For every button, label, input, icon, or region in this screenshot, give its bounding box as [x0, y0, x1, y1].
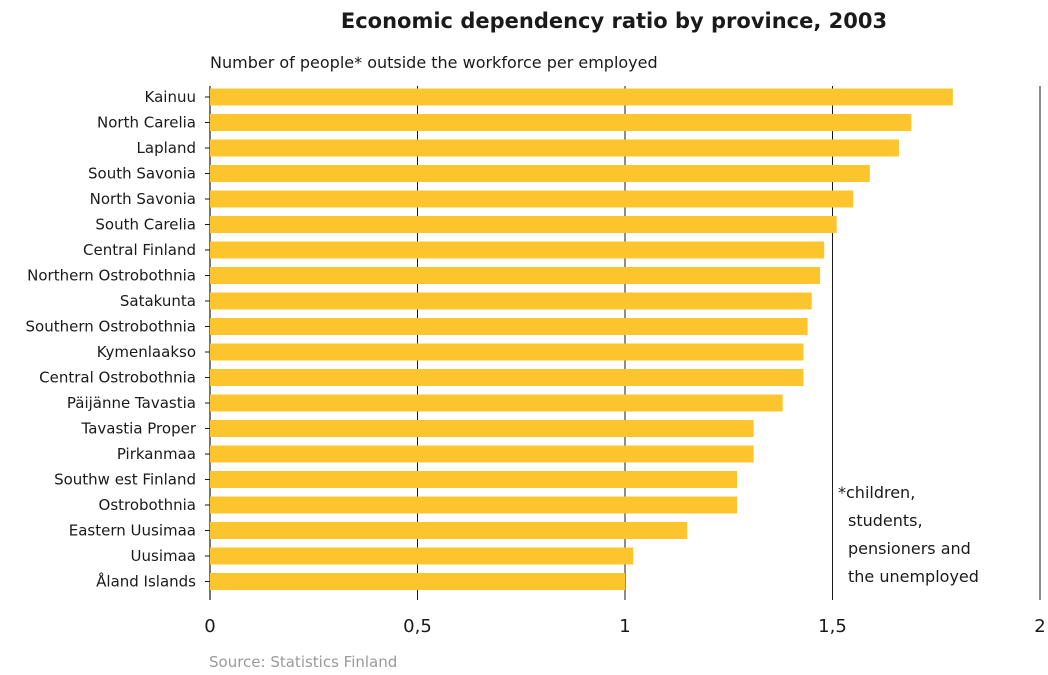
bar: [210, 496, 738, 514]
bar: [210, 190, 854, 208]
bar: [210, 369, 804, 386]
chart-subtitle: Number of people* outside the workforce …: [210, 53, 658, 72]
footnote-line: the unemployed: [848, 567, 979, 586]
bar: [210, 267, 821, 284]
category-label: Satakunta: [120, 292, 196, 310]
x-tick-labels: 0 0,5 1 1,5 2: [204, 616, 1045, 637]
x-tick-label: 1,5: [818, 616, 847, 637]
bar: [210, 114, 912, 131]
category-label: North Savonia: [90, 190, 196, 208]
bar: [210, 471, 738, 488]
category-label: Southern Ostrobothnia: [26, 318, 196, 336]
category-label: South Carelia: [95, 216, 196, 234]
category-label: Northern Ostrobothnia: [27, 267, 196, 285]
bar: [210, 139, 899, 157]
category-label: Kymenlaakso: [97, 343, 196, 361]
category-label: Päijänne Tavastia: [67, 394, 196, 412]
category-label: South Savonia: [88, 165, 196, 183]
bar: [210, 522, 688, 539]
bar: [210, 165, 870, 182]
category-label: North Carelia: [97, 114, 196, 132]
category-label: Tavastia Proper: [81, 420, 197, 438]
category-label: Åland Islands: [96, 572, 196, 591]
bar: [210, 88, 953, 106]
category-labels: Kainuu North Carelia Lapland South Savonia N…: [26, 88, 197, 591]
bar: [210, 343, 804, 361]
category-label: Eastern Uusimaa: [69, 522, 196, 540]
category-label: Central Ostrobothnia: [39, 369, 196, 387]
x-tick-label: 0: [204, 616, 215, 637]
footnote-line: students,: [848, 511, 923, 530]
bar: [210, 292, 812, 310]
bars: [210, 88, 953, 590]
x-tick-label: 0,5: [403, 616, 432, 637]
footnote: *children, students, pensioners and the une…: [838, 483, 979, 586]
category-label: Uusimaa: [131, 547, 196, 565]
category-label: Kainuu: [145, 88, 196, 106]
x-tick-label: 1: [619, 616, 630, 637]
bar: [210, 394, 783, 412]
bar: [210, 547, 634, 565]
category-label: Central Finland: [83, 241, 196, 259]
category-label: Southw est Finland: [54, 471, 196, 489]
source-note: Source: Statistics Finland: [209, 653, 397, 671]
footnote-line: *children,: [838, 483, 915, 502]
bar: [210, 241, 825, 259]
x-tick-label: 2: [1034, 616, 1045, 637]
bar: [210, 420, 754, 437]
category-label: Pirkanmaa: [117, 445, 196, 463]
category-label: Ostrobothnia: [99, 496, 196, 514]
bar: [210, 445, 754, 463]
category-label: Lapland: [137, 139, 196, 157]
chart-title: Economic dependency ratio by province, 2…: [341, 9, 887, 33]
footnote-line: pensioners and: [848, 539, 971, 558]
bar: [210, 573, 625, 590]
bar: [210, 318, 808, 335]
bar: [210, 216, 837, 233]
